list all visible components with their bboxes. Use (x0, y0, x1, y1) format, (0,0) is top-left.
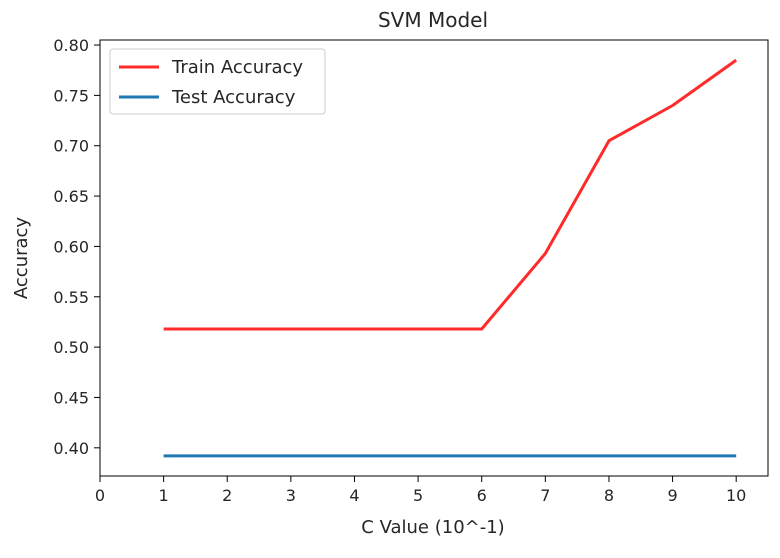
legend: Train Accuracy Test Accuracy (109, 48, 326, 115)
x-tick-label: 5 (413, 486, 423, 505)
y-tick-label: 0.45 (53, 388, 89, 407)
legend-box (109, 48, 326, 115)
x-axis-label: C Value (10^-1) (361, 517, 504, 538)
series-layer (163, 58, 738, 458)
x-tick-label: 3 (286, 486, 296, 505)
x-axis: 0 1 2 3 4 5 6 7 8 9 10 (95, 476, 746, 505)
y-tick-label: 0.65 (53, 187, 89, 206)
plot-area-frame (99, 39, 769, 477)
y-tick-label: 0.60 (53, 237, 89, 256)
series-line-train (163, 58, 738, 331)
y-tick-label: 0.70 (53, 137, 89, 156)
y-axis: 0.40 0.45 0.50 0.55 0.60 0.65 0.70 0.75 0.80 (53, 36, 100, 458)
y-tick-label: 0.80 (53, 36, 89, 55)
y-axis-label: Accuracy (11, 217, 32, 300)
y-tick-label: 0.50 (53, 338, 89, 357)
legend-label-test: Test Accuracy (171, 87, 296, 108)
y-tick-label: 0.55 (53, 288, 89, 307)
chart-title: SVM Model (378, 8, 488, 32)
x-tick-label: 0 (95, 486, 105, 505)
x-tick-label: 8 (604, 486, 614, 505)
x-tick-label: 2 (222, 486, 232, 505)
y-tick-label: 0.75 (53, 86, 89, 105)
y-tick-label: 0.40 (53, 439, 89, 458)
x-tick-label: 6 (477, 486, 487, 505)
x-tick-label: 7 (540, 486, 550, 505)
x-tick-label: 10 (726, 486, 746, 505)
x-tick-label: 9 (667, 486, 677, 505)
x-tick-label: 1 (159, 486, 169, 505)
x-tick-label: 4 (349, 486, 359, 505)
legend-label-train: Train Accuracy (171, 57, 303, 78)
